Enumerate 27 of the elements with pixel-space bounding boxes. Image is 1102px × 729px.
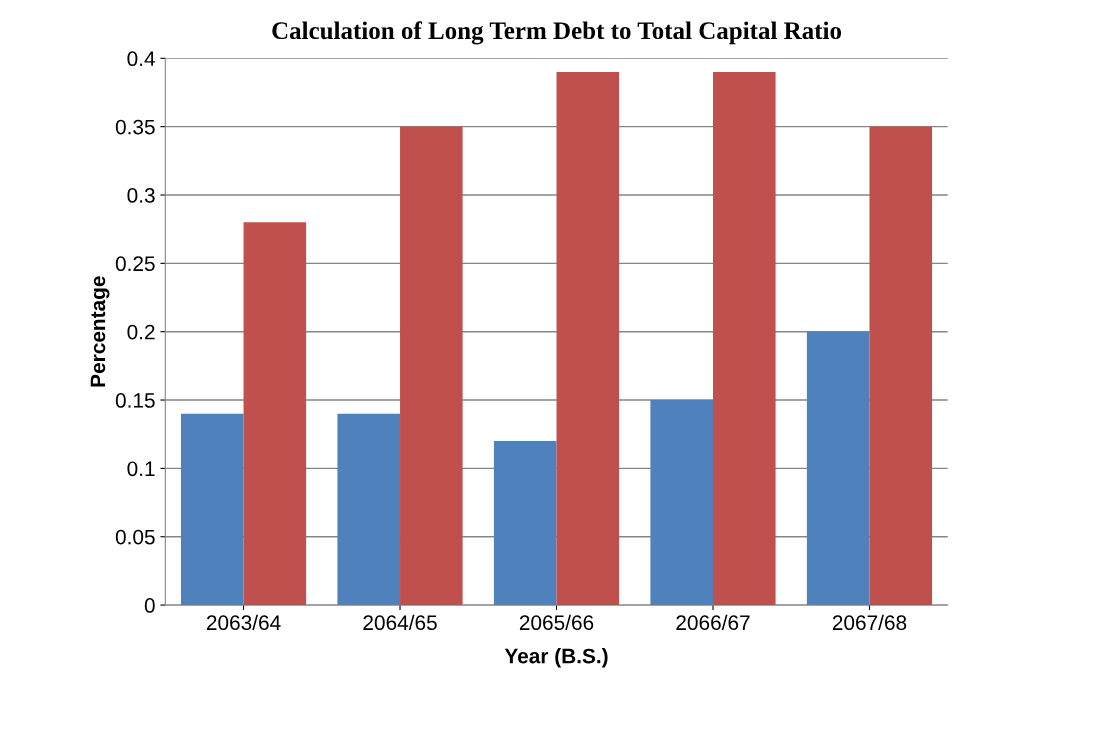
x-tick-label: 2065/66: [519, 614, 594, 631]
y-axis-title: Percentage: [90, 276, 110, 387]
bar: [493, 441, 557, 606]
y-tick-label: 0.4: [127, 51, 155, 67]
y-tick-label: 0.35: [115, 119, 155, 135]
y-tick-label: 0: [144, 598, 155, 613]
y-tick-label: 0.15: [115, 393, 155, 408]
y-tick-label: 0.3: [127, 188, 155, 203]
x-tick-label: 2063/64: [206, 614, 281, 631]
bar: [243, 222, 307, 606]
chart-title: Calculation of Long Term Debt to Total Capital Ratio: [272, 21, 842, 45]
y-tick-label: 0.05: [115, 529, 155, 545]
bar: [337, 413, 401, 606]
bar: [712, 71, 776, 606]
x-tick-label: 2067/68: [832, 614, 907, 631]
bar: [180, 413, 244, 606]
bar: [650, 400, 713, 606]
bar: [806, 331, 870, 606]
bar: [400, 126, 463, 606]
x-tick-label: 2064/65: [363, 614, 437, 631]
y-tick-label: 0.2: [127, 324, 155, 340]
x-axis-title: Year (B.S.): [504, 648, 608, 668]
x-tick-label: 2066/67: [676, 614, 750, 631]
bar: [869, 126, 933, 606]
y-tick-label: 0.1: [127, 461, 155, 477]
bar: [556, 71, 620, 606]
y-tick-label: 0.25: [115, 256, 155, 272]
